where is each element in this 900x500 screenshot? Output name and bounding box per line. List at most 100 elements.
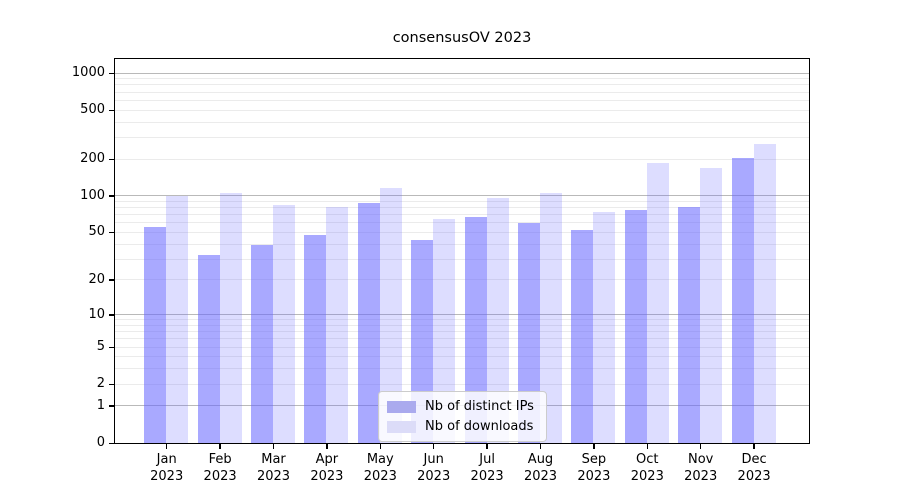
bar-downloads-jan (166, 196, 189, 443)
x-tick-mark (272, 444, 275, 449)
bar-distinct-ips-may (357, 202, 380, 443)
bar-distinct-ips-mar (251, 244, 273, 443)
bar-distinct-ips-jan (144, 227, 167, 443)
x-tick-mark (646, 444, 649, 449)
y-tick-label: 50 (88, 224, 105, 240)
major-gridline (115, 72, 809, 74)
y-tick-mark (109, 314, 114, 316)
legend-label-downloads: Nb of downloads (425, 419, 534, 434)
x-tick-mark (165, 444, 168, 449)
minor-gridline (115, 243, 809, 245)
bar-distinct-ips-oct (624, 209, 647, 443)
x-tick-mark (326, 444, 328, 449)
bar-downloads-may (379, 188, 402, 443)
minor-gridline (115, 99, 809, 101)
minor-gridline (115, 200, 809, 202)
bar-downloads-mar (273, 204, 295, 443)
bar-distinct-ips-nov (678, 206, 701, 443)
minor-gridline (115, 324, 809, 326)
minor-gridline (115, 368, 809, 370)
y-tick-mark (109, 195, 114, 197)
y-tick-mark (109, 158, 114, 161)
legend-item-downloads: Nb of downloads (387, 418, 534, 435)
plot-area (114, 58, 810, 444)
minor-gridline (115, 207, 809, 209)
bar-distinct-ips-jul (464, 216, 487, 443)
minor-gridline (115, 121, 809, 123)
legend-item-distinct-ips: Nb of distinct IPs (387, 398, 534, 415)
y-tick-label: 10 (88, 306, 105, 322)
minor-gridline (115, 383, 809, 385)
x-tick-label: Dec 2023 (737, 452, 771, 484)
x-tick-mark (486, 444, 488, 449)
y-tick-mark (109, 72, 114, 75)
x-tick-label: Jun 2023 (417, 452, 451, 484)
x-tick-label: May 2023 (363, 452, 397, 484)
y-tick-mark (109, 442, 114, 444)
bar-distinct-ips-apr (304, 235, 327, 443)
y-tick-label: 200 (80, 151, 105, 167)
x-tick-label: Aug 2023 (523, 452, 558, 484)
minor-gridline (115, 136, 809, 138)
legend-swatch-distinct-ips (387, 400, 416, 413)
bar-downloads-dec (753, 143, 776, 443)
bar-distinct-ips-aug (518, 223, 540, 443)
y-tick-label: 100 (80, 187, 105, 203)
x-tick-label: Apr 2023 (310, 452, 344, 484)
major-gridline (115, 314, 809, 316)
y-tick-label: 500 (80, 102, 105, 118)
y-tick-mark (109, 383, 114, 386)
bar-downloads-nov (700, 168, 723, 443)
y-tick-label: 1000 (71, 65, 105, 81)
minor-gridline (115, 222, 809, 224)
x-tick-mark (432, 444, 435, 449)
minor-gridline (115, 279, 809, 281)
x-tick-mark (593, 444, 595, 449)
x-tick-mark (753, 444, 755, 449)
legend-swatch-downloads (387, 420, 416, 433)
minor-gridline (115, 214, 809, 216)
x-tick-mark (699, 444, 702, 449)
x-tick-label: Mar 2023 (256, 452, 291, 484)
y-tick-mark (109, 109, 114, 112)
bar-downloads-aug (540, 193, 562, 443)
bar-distinct-ips-dec (731, 158, 754, 443)
minor-gridline (115, 231, 809, 233)
bar-downloads-sep (593, 212, 616, 443)
minor-gridline (115, 346, 809, 348)
x-tick-mark (379, 444, 382, 449)
bar-downloads-oct (646, 163, 669, 443)
minor-gridline (115, 78, 809, 80)
x-tick-label: Sep 2023 (577, 452, 611, 484)
y-tick-label: 0 (96, 435, 105, 450)
major-gridline (115, 195, 809, 197)
chart-title: consensusOV 2023 (392, 30, 532, 46)
minor-gridline (115, 158, 809, 160)
minor-gridline (115, 331, 809, 333)
bar-downloads-apr (326, 206, 349, 443)
minor-gridline (115, 338, 809, 340)
y-tick-label: 1 (96, 397, 105, 413)
bar-distinct-ips-sep (571, 229, 594, 443)
minor-gridline (115, 84, 809, 86)
minor-gridline (115, 319, 809, 321)
y-tick-mark (109, 405, 114, 407)
y-tick-label: 20 (88, 271, 105, 287)
y-tick-label: 2 (96, 376, 105, 392)
x-tick-label: Jul 2023 (470, 452, 504, 484)
bar-downloads-jul (486, 197, 509, 443)
y-tick-mark (109, 231, 114, 234)
x-tick-label: Oct 2023 (630, 452, 664, 484)
minor-gridline (115, 91, 809, 93)
x-tick-mark (219, 444, 221, 449)
x-tick-label: Feb 2023 (203, 452, 237, 484)
x-tick-mark (539, 444, 542, 449)
legend-label-distinct-ips: Nb of distinct IPs (425, 399, 534, 414)
y-tick-mark (109, 279, 114, 281)
y-tick-label: 5 (96, 339, 105, 355)
minor-gridline (115, 356, 809, 358)
y-tick-mark (109, 346, 114, 349)
minor-gridline (115, 109, 809, 111)
bar-downloads-feb (219, 192, 242, 443)
